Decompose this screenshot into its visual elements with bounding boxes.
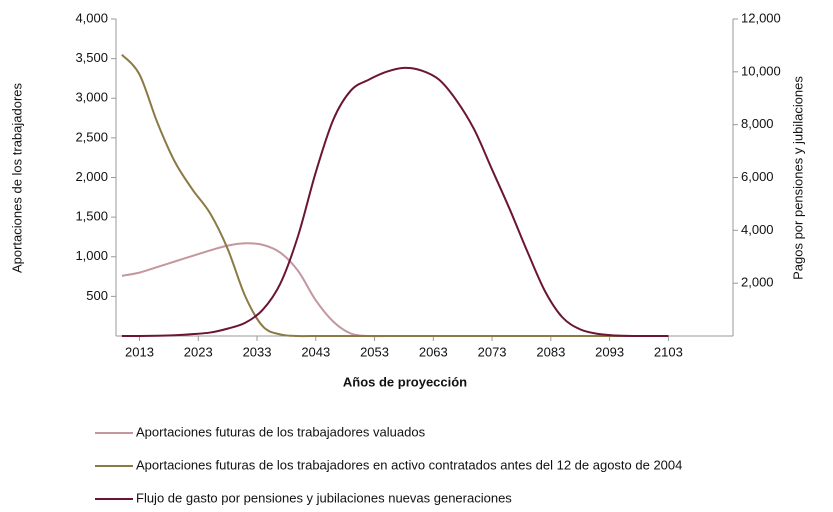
y-tick-label: 1,500 bbox=[75, 209, 108, 224]
series-line bbox=[121, 66, 669, 338]
x-axis-label: Años de proyección bbox=[343, 374, 467, 389]
x-tick-label: 2013 bbox=[125, 344, 154, 359]
y-tick-label: 3,000 bbox=[75, 90, 108, 105]
series-line bbox=[121, 242, 669, 338]
y-tick-label: 2,500 bbox=[75, 129, 108, 144]
y2-tick-label: 6,000 bbox=[741, 169, 774, 184]
y-tick-label: 500 bbox=[86, 288, 108, 303]
y2-tick-label: 10,000 bbox=[741, 63, 781, 78]
y2-tick-label: 4,000 bbox=[741, 222, 774, 237]
y2-axis-label: Pagos por pensiones y jubilaciones bbox=[790, 76, 805, 280]
y2-tick-label: 2,000 bbox=[741, 275, 774, 290]
y2-tick-label: 8,000 bbox=[741, 116, 774, 131]
legend-label: Aportaciones futuras de los trabajadores… bbox=[136, 424, 426, 439]
y-tick-label: 4,000 bbox=[75, 10, 108, 25]
x-tick-label: 2103 bbox=[654, 344, 683, 359]
y2-tick-label: 12,000 bbox=[741, 10, 781, 25]
x-tick-label: 2033 bbox=[243, 344, 272, 359]
x-tick-label: 2023 bbox=[184, 344, 213, 359]
x-tick-label: 2083 bbox=[536, 344, 565, 359]
legend-label: Aportaciones futuras de los trabajadores… bbox=[136, 457, 682, 472]
y-tick-label: 2,000 bbox=[75, 169, 108, 184]
y-tick-label: 1,000 bbox=[75, 248, 108, 263]
x-tick-label: 2053 bbox=[360, 344, 389, 359]
x-tick-label: 2043 bbox=[301, 344, 330, 359]
x-tick-label: 2063 bbox=[419, 344, 448, 359]
x-tick-label: 2093 bbox=[595, 344, 624, 359]
y-tick-label: 3,500 bbox=[75, 50, 108, 65]
y-axis-label: Aportaciones de los trabajadores bbox=[9, 82, 24, 273]
series-line bbox=[121, 53, 669, 338]
legend-label: Flujo de gasto por pensiones y jubilacio… bbox=[136, 490, 512, 505]
x-tick-label: 2073 bbox=[478, 344, 507, 359]
